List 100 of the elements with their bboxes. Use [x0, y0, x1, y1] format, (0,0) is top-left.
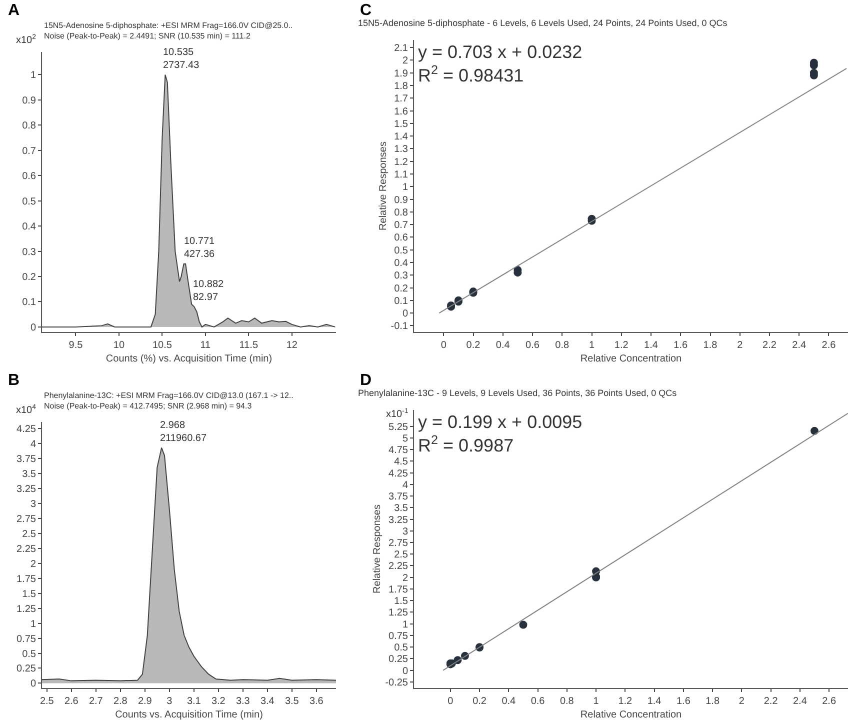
chart-title: Phenylalanine-13C - 9 Levels, 9 Levels Used, 36 Points, 36 Points Used, 0 QCs: [358, 388, 678, 398]
y-tick-label: 1.6: [394, 106, 408, 118]
x-tick-label: 1: [593, 696, 600, 707]
x-tick-label: 3.5: [284, 696, 300, 707]
x-tick-label: 1.4: [644, 340, 658, 351]
y-tick-label: 0.7: [22, 146, 36, 157]
x-axis-title: Counts vs. Acquisition Time (min): [115, 710, 263, 720]
y-tick-label: 0.75: [388, 630, 408, 642]
x-tick-label: 2.6: [64, 696, 79, 707]
y-tick-label: 0: [402, 308, 408, 320]
x-tick-label: 0.6: [530, 696, 546, 707]
x-tick-label: 0.2: [466, 340, 481, 351]
y-tick-label: 3.5: [22, 469, 36, 480]
y-tick-label: 0.3: [394, 270, 408, 282]
y-tick-label: 0.1: [394, 296, 408, 307]
x-tick-label: 0.2: [472, 696, 487, 707]
chart-title: 15N5-Adenosine 5-diphosphate: +ESI MRM Frag=166.0V CID@25.0..: [44, 21, 293, 30]
y-tick-label: 0.1: [22, 297, 36, 308]
x-tick-label: 1.2: [618, 696, 633, 707]
y-tick-label: 0.6: [22, 171, 36, 182]
y-tick-label: 0.25: [16, 664, 36, 675]
x-tick-label: 2.4: [792, 340, 807, 351]
chart-title: 15N5-Adenosine 5-diphosphate - 6 Levels, 6 Levels Used, 24 Points, 24 Points Used, 0 QCs: [358, 18, 728, 28]
y-tick-label: 4.75: [388, 445, 408, 456]
y-tick-label: 3.25: [388, 514, 408, 526]
x-tick-label: 2.4: [792, 696, 808, 707]
y-tick-label: 0.4: [394, 258, 408, 269]
y-axis-title: Relative Responses: [372, 504, 384, 594]
text: B: [8, 372, 20, 389]
y-tick-label: 4: [30, 439, 36, 450]
y-tick-label: 0: [402, 666, 408, 677]
x-tick-label: 1.8: [703, 340, 718, 351]
text: x10$^{4}$: [16, 404, 36, 416]
y-tick-label: 1.75: [16, 574, 36, 585]
y-tick-label: 0.25: [388, 654, 408, 666]
x-tick-label: 1.6: [676, 696, 691, 707]
x-tick-label: 0: [448, 696, 454, 707]
x-tick-label: 2.6: [822, 340, 836, 351]
y-tick-label: 2.5: [22, 528, 36, 540]
annotation: 2.968 211960.67: [160, 420, 207, 444]
y-tick-label: 0.9: [394, 194, 408, 206]
x-tick-label: 2.6: [822, 696, 836, 707]
text: D: [360, 372, 372, 389]
x-tick-label: 3.4: [260, 696, 275, 707]
y-tick-label: 0: [30, 678, 36, 690]
x-tick-label: 3.3: [236, 696, 250, 707]
y-tick-label: 1.1: [394, 169, 408, 180]
x-tick-label: 2.2: [764, 696, 778, 707]
y-tick-label: 1.5: [394, 596, 408, 608]
x-tick-label: 0.8: [560, 696, 574, 707]
x-tick-label: 2.2: [762, 340, 777, 351]
y-tick-label: 3: [402, 526, 408, 538]
y-tick-label: -0.1: [390, 321, 408, 332]
annotation: 10.882 82.97: [193, 279, 224, 303]
y-tick-label: 0.7: [394, 220, 408, 232]
y-tick-label: 0.8: [394, 207, 408, 218]
x-axis-title: Relative Concentration: [580, 354, 682, 364]
y-tick-label: 2.75: [388, 538, 408, 549]
y-tick-label: 0.75: [16, 634, 36, 645]
x-tick-label: 0.4: [496, 340, 510, 351]
y-tick-label: 1.7: [394, 94, 408, 105]
y-tick-label: 3.5: [394, 503, 408, 514]
y-tick-label: 1: [30, 70, 36, 82]
y-tick-label: 1.3: [394, 144, 408, 156]
y-tick-label: 2.75: [16, 514, 36, 525]
y-tick-label: 1.2: [394, 156, 408, 168]
y-tick-label: 1: [402, 619, 408, 630]
y-tick-label: 4.5: [394, 456, 408, 468]
x-tick-label: 3.2: [211, 696, 226, 707]
y-tick-label: 0.6: [394, 232, 408, 244]
y-tick-label: 1: [402, 182, 408, 194]
y-tick-label: 5.25: [388, 422, 408, 433]
y-tick-label: 0.9: [22, 95, 36, 106]
x-tick-label: 1.6: [674, 340, 688, 351]
x-tick-label: 2: [737, 340, 744, 351]
y-tick-label: 1.9: [394, 68, 408, 80]
y-tick-label: 3.75: [16, 454, 36, 466]
x-tick-label: 0.6: [526, 340, 540, 351]
x-axis-title: Relative Concentration: [580, 710, 682, 720]
y-tick-label: 2: [402, 56, 408, 67]
x-tick-label: 2.8: [113, 696, 128, 707]
y-tick-label: 2.25: [16, 544, 36, 555]
y-axis-title: Relative Responses: [378, 142, 389, 230]
y-tick-label: 0.5: [394, 245, 408, 256]
y-tick-label: 4.25: [16, 424, 36, 436]
chart-title: Phenylalanine-13C: +ESI MRM Frag=166.0V CID@13.0 (167.1 -> 12..: [44, 391, 294, 400]
y-tick-label: 1.5: [22, 588, 36, 600]
x-tick-label: 10: [113, 340, 125, 351]
text: y = 0.703 x + 0.0232 R$^{2}$ = 0.98431: [418, 42, 582, 86]
y-tick-label: 0: [30, 322, 36, 334]
text: y = 0.199 x + 0.0095 R$^{2}$ = 0.9987: [418, 412, 582, 456]
y-tick-label: 1.4: [394, 132, 408, 143]
y-tick-label: 0.8: [22, 120, 36, 132]
y-tick-label: 0.5: [22, 648, 36, 660]
x-tick-label: 11: [200, 340, 212, 351]
x-tick-label: 1.2: [614, 340, 629, 351]
point: [519, 620, 528, 629]
y-tick-label: 1.75: [388, 584, 408, 596]
y-tick-label: 4: [402, 480, 408, 491]
y-tick-label: 0.5: [394, 642, 408, 654]
